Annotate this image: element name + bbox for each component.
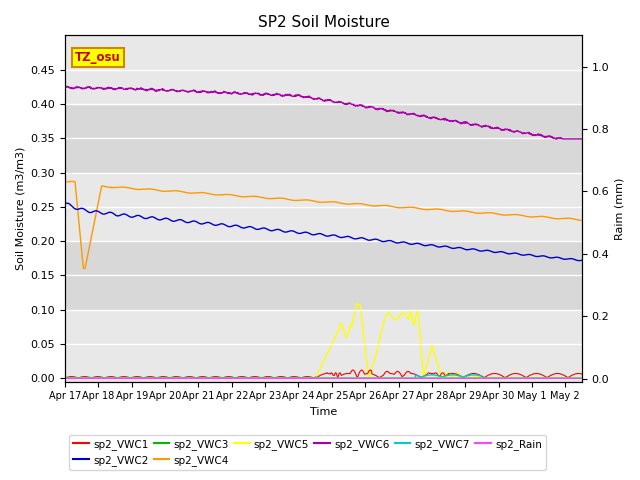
sp2_VWC6 — [356, 102, 364, 108]
sp2_VWC4 — [301, 197, 309, 203]
sp2_VWC2 — [123, 212, 131, 217]
sp2_VWC5 — [101, 375, 109, 381]
sp2_Rain — [280, 375, 288, 381]
Legend: sp2_VWC1, sp2_VWC2, sp2_VWC3, sp2_VWC4, sp2_VWC5, sp2_VWC6, sp2_VWC7, sp2_Rain: sp2_VWC1, sp2_VWC2, sp2_VWC3, sp2_VWC4, … — [69, 434, 546, 470]
sp2_VWC7 — [291, 375, 299, 381]
sp2_VWC2 — [281, 229, 289, 235]
sp2_VWC6 — [123, 86, 131, 92]
sp2_VWC4 — [281, 196, 289, 202]
Y-axis label: Raim (mm): Raim (mm) — [615, 177, 625, 240]
Line: sp2_VWC1: sp2_VWC1 — [65, 370, 582, 378]
sp2_VWC7 — [578, 375, 586, 381]
sp2_VWC7 — [101, 375, 109, 381]
sp2_VWC3 — [122, 375, 130, 381]
sp2_VWC2 — [292, 229, 300, 235]
Bar — [65, 172, 582, 241]
sp2_VWC2 — [61, 201, 69, 206]
sp2_VWC4 — [578, 217, 586, 223]
sp2_VWC1 — [301, 374, 308, 380]
sp2_VWC4 — [61, 179, 69, 185]
sp2_VWC2 — [356, 235, 364, 241]
Bar — [65, 310, 582, 378]
sp2_VWC6 — [281, 92, 289, 98]
sp2_VWC2 — [102, 211, 109, 217]
sp2_VWC2 — [578, 257, 586, 263]
sp2_VWC3 — [301, 375, 308, 381]
sp2_VWC6 — [552, 136, 560, 142]
sp2_VWC2 — [63, 200, 70, 206]
sp2_VWC1 — [355, 370, 363, 376]
sp2_VWC7 — [355, 375, 363, 381]
sp2_VWC5 — [356, 302, 364, 308]
Line: sp2_VWC2: sp2_VWC2 — [65, 203, 582, 261]
sp2_VWC3 — [578, 375, 586, 381]
sp2_VWC1 — [291, 374, 299, 380]
sp2_VWC1 — [358, 367, 365, 373]
sp2_VWC3 — [280, 375, 288, 381]
sp2_VWC4 — [292, 198, 300, 204]
Text: TZ_osu: TZ_osu — [76, 51, 121, 64]
sp2_VWC1 — [61, 375, 69, 381]
sp2_Rain — [61, 375, 69, 381]
sp2_VWC1 — [122, 374, 130, 380]
sp2_VWC1 — [578, 371, 586, 377]
sp2_VWC6 — [63, 84, 71, 89]
Bar — [65, 36, 582, 104]
sp2_VWC7 — [301, 375, 308, 381]
sp2_VWC1 — [280, 374, 288, 380]
sp2_VWC5 — [291, 375, 299, 381]
sp2_VWC2 — [301, 229, 308, 235]
Line: sp2_VWC6: sp2_VWC6 — [65, 86, 582, 139]
Line: sp2_VWC7: sp2_VWC7 — [65, 375, 582, 378]
sp2_VWC4 — [81, 265, 88, 271]
sp2_VWC6 — [292, 94, 300, 99]
sp2_VWC7 — [280, 375, 288, 381]
sp2_VWC6 — [578, 136, 586, 142]
sp2_VWC4 — [102, 184, 109, 190]
sp2_Rain — [578, 375, 586, 381]
sp2_VWC2 — [575, 258, 583, 264]
sp2_Rain — [101, 375, 109, 381]
sp2_VWC5 — [122, 375, 130, 381]
X-axis label: Time: Time — [310, 407, 337, 417]
Y-axis label: Soil Moisture (m3/m3): Soil Moisture (m3/m3) — [15, 147, 25, 270]
sp2_VWC3 — [355, 375, 363, 381]
sp2_VWC6 — [61, 84, 69, 90]
sp2_VWC6 — [301, 95, 308, 100]
sp2_VWC5 — [61, 375, 69, 381]
Bar — [65, 104, 582, 172]
sp2_VWC7 — [61, 375, 69, 381]
sp2_VWC3 — [61, 375, 69, 381]
Line: sp2_VWC4: sp2_VWC4 — [65, 181, 582, 268]
sp2_VWC4 — [123, 185, 131, 191]
sp2_Rain — [301, 375, 308, 381]
sp2_VWC1 — [101, 375, 109, 381]
sp2_VWC7 — [122, 375, 130, 381]
sp2_VWC3 — [291, 375, 299, 381]
sp2_Rain — [122, 375, 130, 381]
sp2_VWC5 — [280, 375, 288, 381]
sp2_VWC4 — [356, 201, 364, 206]
Title: SP2 Soil Moisture: SP2 Soil Moisture — [257, 15, 389, 30]
sp2_VWC5 — [353, 300, 360, 306]
sp2_VWC4 — [68, 179, 76, 184]
sp2_VWC5 — [301, 375, 308, 381]
sp2_Rain — [291, 375, 299, 381]
Line: sp2_VWC5: sp2_VWC5 — [65, 303, 582, 378]
sp2_Rain — [355, 375, 363, 381]
Bar — [65, 241, 582, 310]
sp2_VWC7 — [470, 372, 477, 378]
sp2_VWC5 — [578, 375, 586, 381]
sp2_VWC3 — [101, 375, 109, 381]
sp2_VWC6 — [102, 86, 109, 92]
